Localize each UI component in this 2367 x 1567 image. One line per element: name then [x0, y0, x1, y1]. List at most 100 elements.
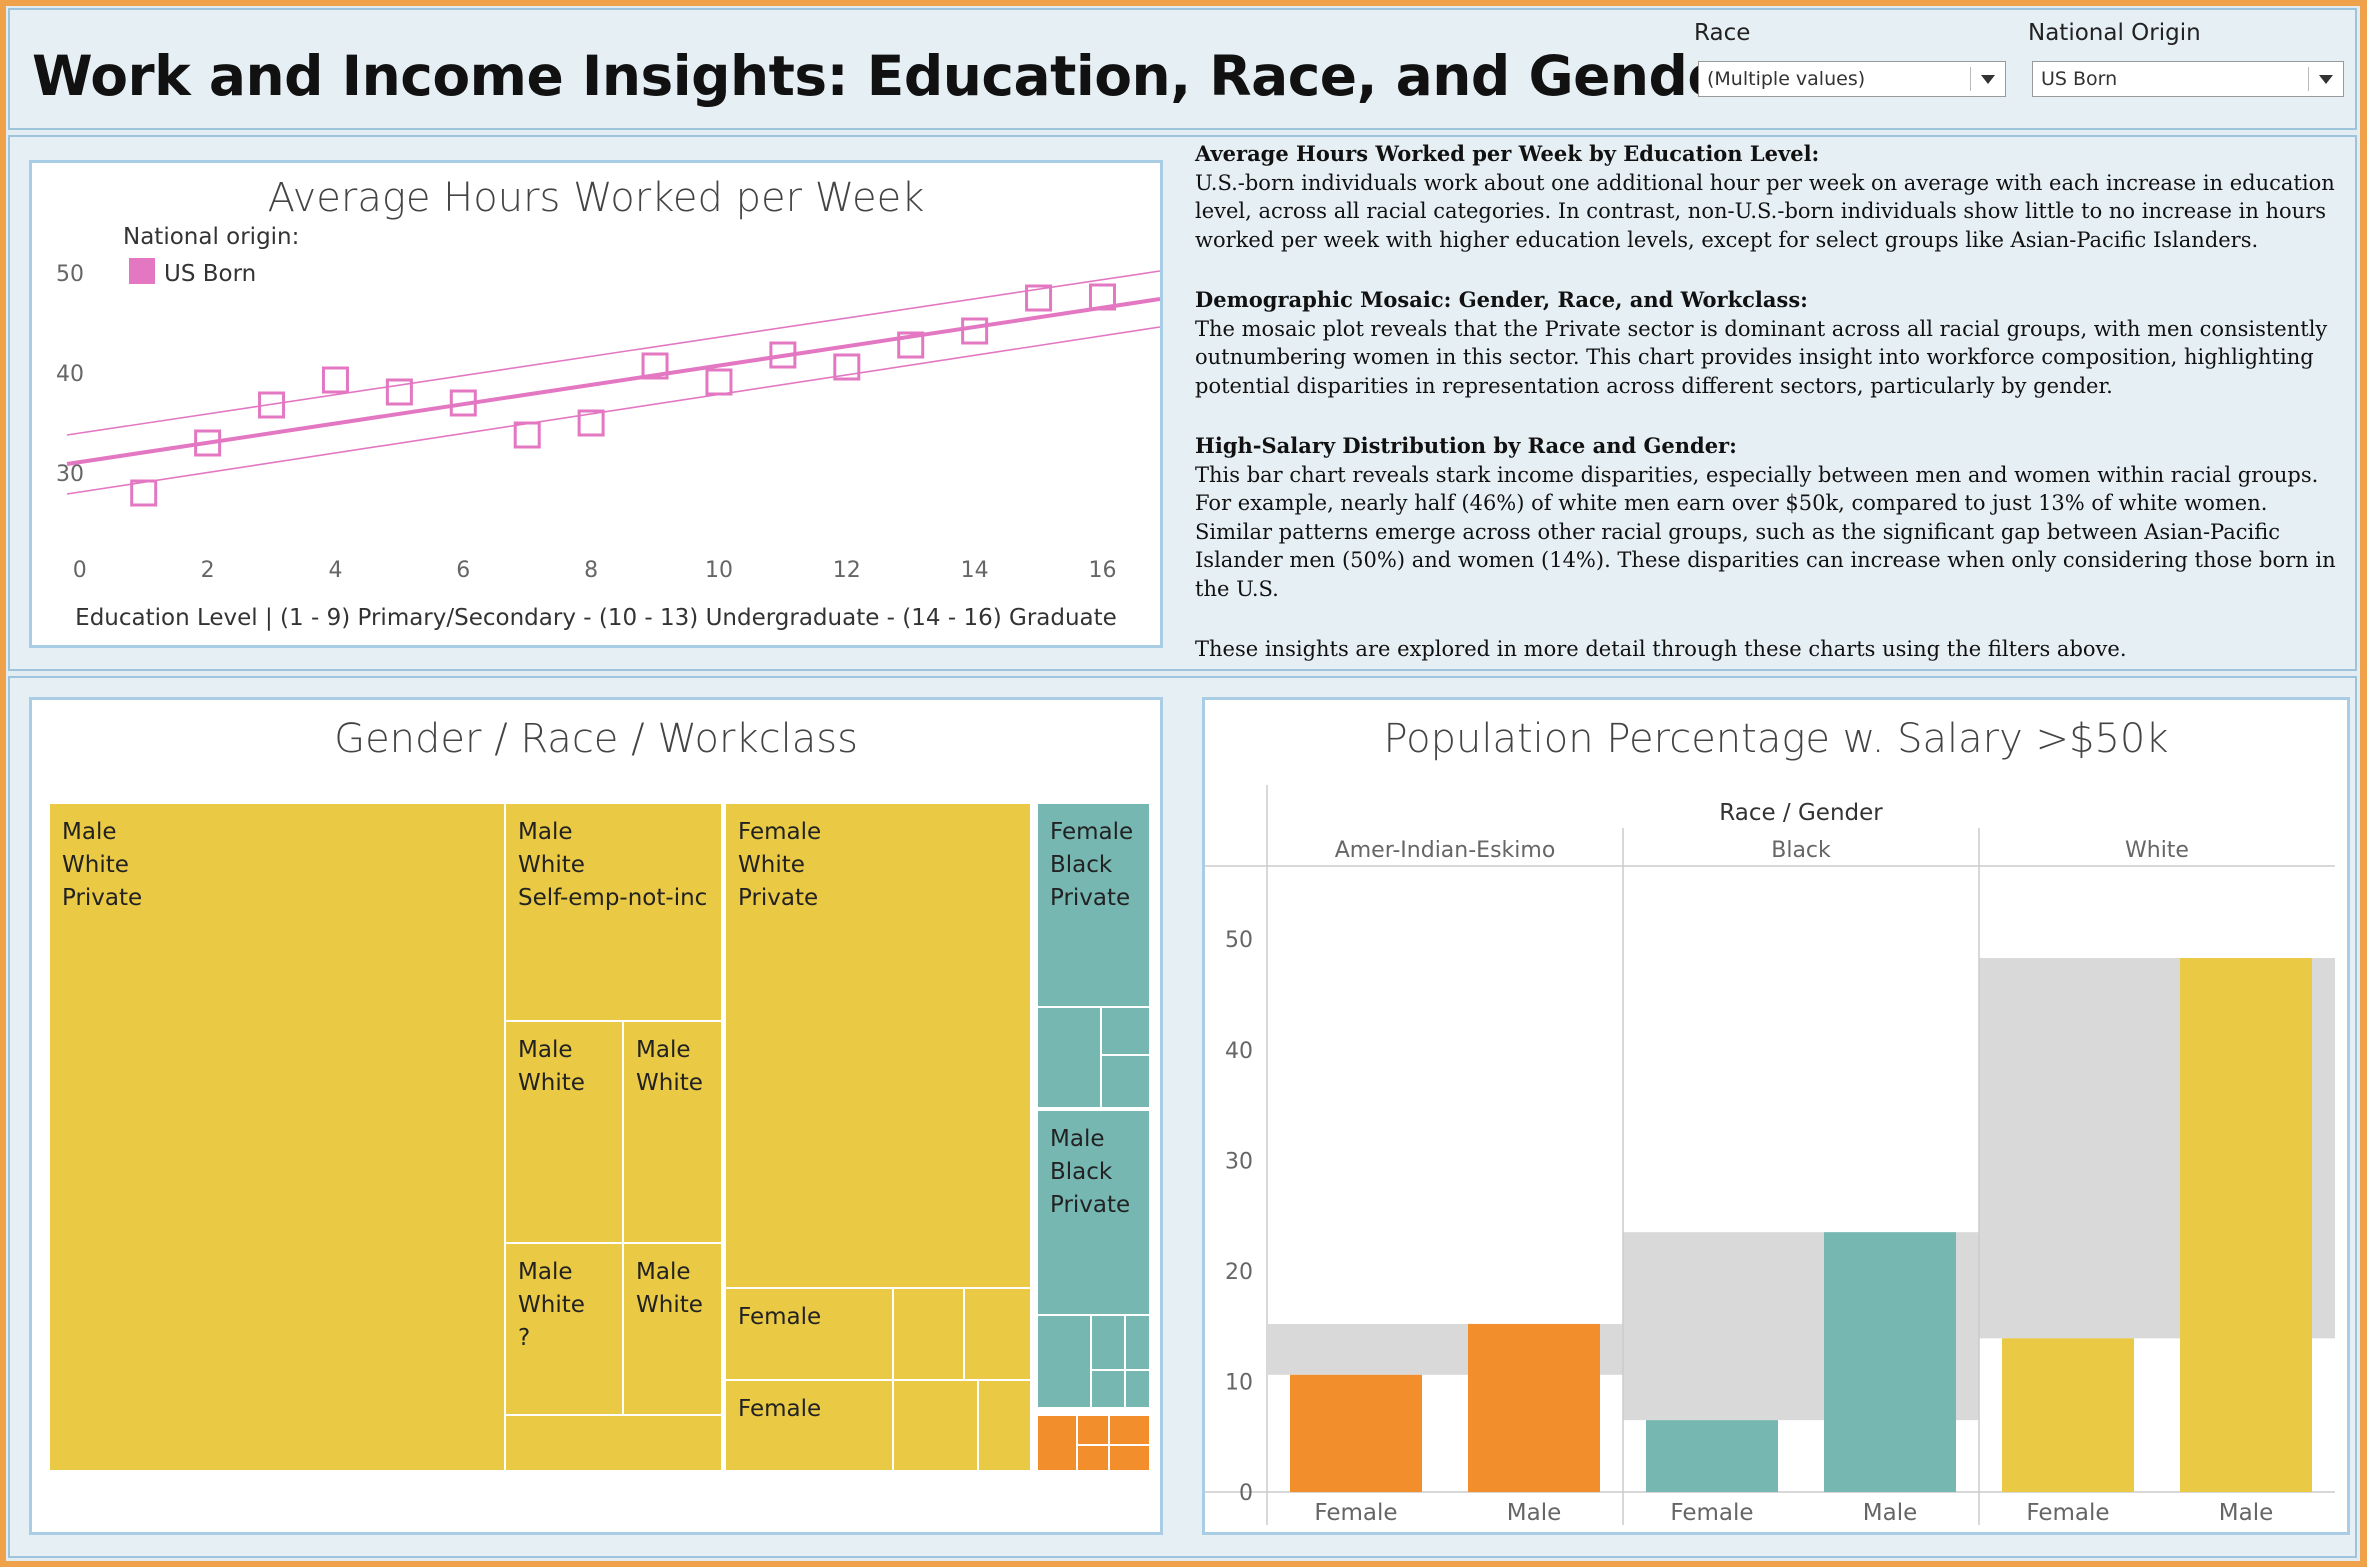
insight-body-4: These insights are explored in more deta…	[1195, 637, 2127, 661]
data-point[interactable]	[577, 409, 605, 437]
national-origin-filter-value: US Born	[2041, 68, 2118, 90]
y-tick-label: 0	[1239, 1481, 1253, 1506]
tile-black-small-5[interactable]	[1090, 1314, 1126, 1371]
insight-paragraph-4: These insights are explored in more deta…	[1195, 635, 2350, 664]
tile-female-white-private-label: Female White Private	[738, 819, 821, 911]
tile-female-white-private[interactable]	[724, 802, 1032, 1289]
x-category-label: Male	[1863, 1500, 1917, 1526]
data-point[interactable]	[897, 331, 925, 359]
bar-amer-indian-eskimo-male[interactable]	[1468, 1323, 1600, 1492]
tile-male-white-q[interactable]	[504, 1242, 624, 1416]
mosaic-chart-card: Gender / Race / Workclass Male White Priva…	[29, 697, 1163, 1535]
chevron-down-icon[interactable]	[2319, 75, 2333, 84]
tile-male-white-private[interactable]	[48, 802, 506, 1472]
data-point[interactable]	[385, 378, 413, 406]
y-tick-label: 50	[1225, 928, 1253, 953]
y-tick-label: 40	[56, 362, 84, 387]
y-tick-label: 10	[1225, 1370, 1253, 1395]
x-tick-label: 4	[328, 558, 342, 583]
group-label: White	[2125, 838, 2189, 863]
tile-female-black-private[interactable]	[1036, 802, 1151, 1008]
x-category-label: Male	[2219, 1500, 2273, 1526]
tile-female-b[interactable]	[724, 1379, 894, 1472]
insight-heading-2: Demographic Mosaic: Gender, Race, and Wo…	[1195, 287, 1808, 312]
dropdown-divider	[2308, 67, 2309, 91]
x-tick-label: 8	[584, 558, 598, 583]
insight-heading-3: High-Salary Distribution by Race and Gen…	[1195, 433, 1737, 458]
race-filter-label: Race	[1694, 20, 1751, 46]
hours-chart-svg: National origin: US Born 30 40 50 0 2 4 6 8 10 12…	[56, 224, 1160, 631]
tile-female-small-4[interactable]	[977, 1379, 1032, 1472]
group-label: Black	[1771, 838, 1831, 863]
insight-body-2: The mosaic plot reveals that the Private…	[1195, 316, 2328, 398]
data-point[interactable]	[1025, 284, 1053, 312]
tile-male-white-b[interactable]	[622, 1020, 723, 1244]
tile-amer-small-2[interactable]	[1076, 1414, 1110, 1446]
tile-amer-small-4[interactable]	[1076, 1444, 1110, 1472]
salary-chart-svg: Race / Gender 0 10 20 30 40 50 Amer-Indian-Eski…	[1205, 785, 2335, 1526]
data-point[interactable]	[513, 421, 541, 449]
data-point[interactable]	[194, 429, 222, 457]
tile-amer-small-1[interactable]	[1036, 1414, 1078, 1472]
x-axis-label: Education Level | (1 - 9) Primary/Second…	[75, 605, 1117, 631]
insight-paragraph-2: Demographic Mosaic: Gender, Race, and Wo…	[1195, 286, 2350, 400]
tile-female-a-label: Female	[738, 1304, 821, 1330]
national-origin-filter-dropdown[interactable]: US Born	[2032, 61, 2344, 97]
data-point[interactable]	[961, 317, 989, 345]
data-point[interactable]	[449, 389, 477, 417]
data-point[interactable]	[705, 368, 733, 396]
tile-male-white-b-label: Male White	[636, 1037, 703, 1096]
x-tick-label: 0	[73, 558, 87, 583]
tile-female-small-1[interactable]	[892, 1287, 965, 1381]
tile-male-white-small[interactable]	[504, 1414, 723, 1472]
salary-chart-title: Population Percentage w. Salary >$50k	[1383, 716, 2169, 762]
page-title: Work and Income Insights: Education, Rac…	[32, 44, 1751, 108]
tile-black-small-2[interactable]	[1100, 1006, 1151, 1056]
bar-amer-indian-eskimo-female[interactable]	[1290, 1374, 1422, 1492]
y-tick-label: 40	[1225, 1039, 1253, 1064]
tile-black-small-4[interactable]	[1036, 1314, 1092, 1409]
race-filter-value: (Multiple values)	[1707, 68, 1866, 90]
insight-body-3: This bar chart reveals stark income disp…	[1195, 462, 2336, 601]
tile-female-a[interactable]	[724, 1287, 894, 1381]
data-point[interactable]	[641, 352, 669, 380]
tile-male-white-a-label: Male White	[518, 1037, 585, 1096]
x-tick-label: 12	[833, 558, 861, 583]
bar-white-male[interactable]	[2180, 958, 2312, 1492]
tile-male-white-c[interactable]	[622, 1242, 723, 1416]
data-point[interactable]	[321, 366, 349, 394]
x-category-label: Female	[2026, 1500, 2109, 1526]
hours-chart-card: Average Hours Worked per Week National o…	[29, 160, 1163, 648]
tile-amer-small-5[interactable]	[1108, 1444, 1151, 1472]
data-point[interactable]	[769, 341, 797, 369]
tile-male-white-selfemp[interactable]	[504, 802, 723, 1022]
data-point[interactable]	[1088, 283, 1116, 311]
tile-black-small-8[interactable]	[1124, 1369, 1151, 1409]
insight-paragraph-1: Average Hours Worked per Week by Educati…	[1195, 140, 2350, 254]
data-point[interactable]	[258, 391, 286, 419]
group-label: Amer-Indian-Eskimo	[1335, 838, 1556, 863]
y-tick-label: 30	[56, 462, 84, 487]
bar-white-female[interactable]	[2002, 1338, 2134, 1492]
tile-black-small-7[interactable]	[1090, 1369, 1126, 1409]
bar-black-male[interactable]	[1824, 1232, 1956, 1492]
trend-band-upper	[66, 270, 1160, 436]
y-tick-label: 20	[1225, 1260, 1253, 1285]
data-point[interactable]	[130, 479, 158, 507]
tile-black-small-1[interactable]	[1036, 1006, 1102, 1109]
tile-female-small-3[interactable]	[892, 1379, 979, 1472]
tile-black-small-3[interactable]	[1100, 1054, 1151, 1109]
x-category-label: Female	[1670, 1500, 1753, 1526]
tile-male-white-q-label: Male White?	[518, 1259, 585, 1351]
bar-black-female[interactable]	[1646, 1420, 1778, 1492]
tile-female-small-2[interactable]	[963, 1287, 1032, 1381]
race-filter-dropdown[interactable]: (Multiple values)	[1698, 61, 2006, 97]
insight-paragraph-3: High-Salary Distribution by Race and Gen…	[1195, 432, 2350, 603]
legend-swatch	[129, 258, 155, 284]
data-point[interactable]	[833, 353, 861, 381]
bar-chart-header: Race / Gender	[1719, 800, 1883, 826]
tile-black-small-6[interactable]	[1124, 1314, 1151, 1371]
tile-amer-small-3[interactable]	[1108, 1414, 1151, 1446]
x-tick-label: 14	[961, 558, 989, 583]
chevron-down-icon[interactable]	[1981, 75, 1995, 84]
